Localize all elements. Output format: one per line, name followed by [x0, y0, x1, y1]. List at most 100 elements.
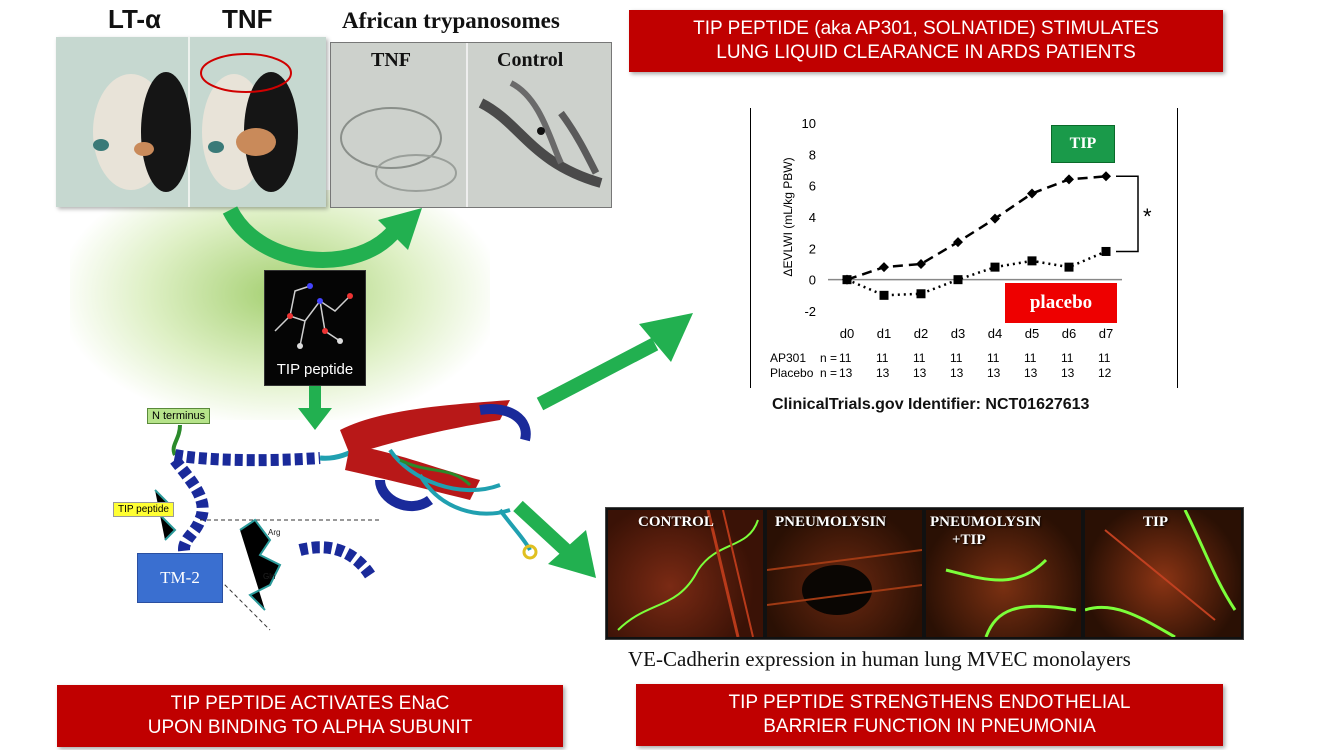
n-cell: 11 [876, 351, 889, 365]
x-tick-label: d6 [1062, 326, 1076, 341]
lt-alpha-tnf-structure-image [56, 37, 326, 207]
placebo-square-point [1027, 256, 1037, 266]
n-cell: 13 [950, 366, 964, 380]
n-cell: 13 [913, 366, 927, 380]
panel-label-control: CONTROL [638, 514, 714, 530]
banner-enac-line2: UPON BINDING TO ALPHA SUBUNIT [147, 717, 473, 738]
x-tick-label: d4 [988, 326, 1002, 341]
evlwi-chart-svg: -2 0 2 4 6 8 10 ΔEVLWI (mL/kg PBW) d0 d1 d2 d3 d4 d5 d… [750, 108, 1178, 388]
y-tick-label: 4 [809, 210, 816, 225]
n-cell: 11 [1024, 351, 1037, 365]
down-green-arrow [298, 386, 332, 430]
micrograph-panel-tip: TIP [1085, 510, 1241, 637]
n-cell: 13 [876, 366, 890, 380]
tip-diamond-point [990, 213, 1000, 224]
banner-endothelial-barrier: TIP PEPTIDE STRENGTHENS ENDOTHELIAL BARR… [636, 684, 1223, 746]
y-tick-label: 8 [809, 147, 816, 162]
tnf-label: TNF [222, 4, 273, 34]
trypanosome-micrograph: TNF Control [330, 42, 612, 208]
n-cell: 13 [1061, 366, 1075, 380]
banner-enac-line1: TIP PEPTIDE ACTIVATES ENaC [170, 693, 450, 714]
placebo-square-point [990, 262, 1000, 272]
n-row-placebo-prefix: n = [820, 366, 838, 380]
tip-peptide-image-box: TIP peptide [264, 270, 366, 386]
legend-placebo-box: placebo [1005, 283, 1117, 323]
micrograph-panel-pneumolysin: PNEUMOLYSIN [767, 510, 922, 637]
legend-tip-box: TIP [1051, 125, 1115, 163]
placebo-square-point [1064, 262, 1074, 272]
placebo-square-point [1101, 246, 1111, 256]
legend-placebo-label: placebo [1029, 292, 1093, 313]
tip-diamond-point [879, 262, 889, 273]
placebo-square-point [842, 275, 852, 285]
ve-cadherin-micrographs: CONTROL PNEUMOLYSIN PNEUMOLYSIN +TIP TIP [605, 507, 1244, 640]
significance-star: * [1143, 204, 1152, 229]
placebo-square-point [953, 275, 963, 285]
x-tick-label: d1 [877, 326, 891, 341]
n-cell: 13 [1024, 366, 1038, 380]
panel-label-pneumolysin: PNEUMOLYSIN [775, 514, 887, 530]
micrograph-panel-control: CONTROL [608, 510, 763, 637]
n-row-placebo-label: Placebo [770, 366, 814, 380]
tip-peptide-label: TIP peptide [276, 361, 354, 378]
micrograph-caption: VE-Cadherin expression in human lung MVE… [628, 647, 1131, 671]
tip-diamond-point [1027, 188, 1037, 199]
tip-peptide-molecule-icon [274, 283, 353, 349]
banner-enac-activation: TIP PEPTIDE ACTIVATES ENaC UPON BINDING … [57, 685, 563, 747]
african-trypanosomes-title: African trypanosomes [342, 8, 560, 33]
tip-peptide-tag: TIP peptide [113, 502, 174, 517]
n-row-ap301-label: AP301 [770, 351, 807, 365]
placebo-square-point [879, 290, 889, 300]
x-tick-label: d0 [840, 326, 854, 341]
electron-micrograph-image [331, 43, 611, 207]
series-line-tip [846, 175, 1107, 281]
n-cell: 13 [987, 366, 1001, 380]
down-right-green-arrow [513, 500, 596, 578]
n-cell: 11 [913, 351, 926, 365]
banner-barrier-line1: TIP PEPTIDE STRENGTHENS ENDOTHELIAL [728, 692, 1131, 713]
residue-label-arg: Arg [268, 528, 281, 537]
x-tick-label: d2 [914, 326, 928, 341]
y-tick-label: 6 [809, 179, 816, 194]
n-cell: 13 [839, 366, 853, 380]
legend-tip-label: TIP [1069, 135, 1097, 152]
n-cell: 11 [839, 351, 852, 365]
tm2-box: TM-2 [137, 553, 223, 603]
banner-ards-line1: TIP PEPTIDE (aka AP301, SOLNATIDE) STIMU… [693, 18, 1159, 39]
y-tick-label: 2 [809, 241, 816, 256]
banner-ards-clearance: TIP PEPTIDE (aka AP301, SOLNATIDE) STIMU… [629, 10, 1223, 72]
tip-diamond-point [1101, 171, 1111, 182]
n-cell: 11 [950, 351, 963, 365]
micrograph-control-label: Control [497, 49, 564, 71]
banner-barrier-line2: BARRIER FUNCTION IN PNEUMONIA [763, 716, 1096, 737]
y-tick-label: 10 [802, 116, 816, 131]
n-cell: 11 [1061, 351, 1074, 365]
y-axis-label: ΔEVLWI (mL/kg PBW) [781, 157, 795, 276]
curved-green-arrow [222, 205, 422, 268]
x-tick-label: d3 [951, 326, 965, 341]
n-cell: 11 [1098, 351, 1111, 365]
tip-diamond-point [916, 259, 926, 269]
significance-bracket [1116, 175, 1139, 253]
residue-label-gln: Gln [263, 572, 276, 581]
evlwi-chart: -2 0 2 4 6 8 10 ΔEVLWI (mL/kg PBW) d0 d1 d2 d3 d4 d5 d… [750, 108, 1178, 388]
protein-surface-models [56, 37, 326, 207]
n-terminus-label: N terminus [147, 408, 211, 424]
banner-ards-line2: LUNG LIQUID CLEARANCE IN ARDS PATIENTS [716, 42, 1136, 63]
n-cell: 12 [1098, 366, 1112, 380]
panel-label-pneumolysin-tip: PNEUMOLYSIN [930, 514, 1042, 530]
lt-alpha-label: LT-α [108, 4, 162, 34]
clinical-trial-identifier: ClinicalTrials.gov Identifier: NCT016276… [772, 396, 1090, 413]
micrograph-panel-pneumolysin-tip: PNEUMOLYSIN +TIP [926, 510, 1081, 637]
panel-label-tip: TIP [1143, 514, 1169, 530]
n-cell: 11 [987, 351, 1000, 365]
placebo-square-point [916, 289, 926, 299]
tip-diamond-point [953, 237, 963, 248]
y-tick-label: -2 [804, 304, 816, 319]
panel-label-plus-tip: +TIP [952, 532, 986, 548]
y-tick-label: 0 [809, 273, 816, 288]
x-tick-label: d7 [1099, 326, 1113, 341]
x-tick-label: d5 [1025, 326, 1039, 341]
up-right-green-arrow [536, 313, 693, 411]
micrograph-tnf-label: TNF [371, 49, 411, 71]
